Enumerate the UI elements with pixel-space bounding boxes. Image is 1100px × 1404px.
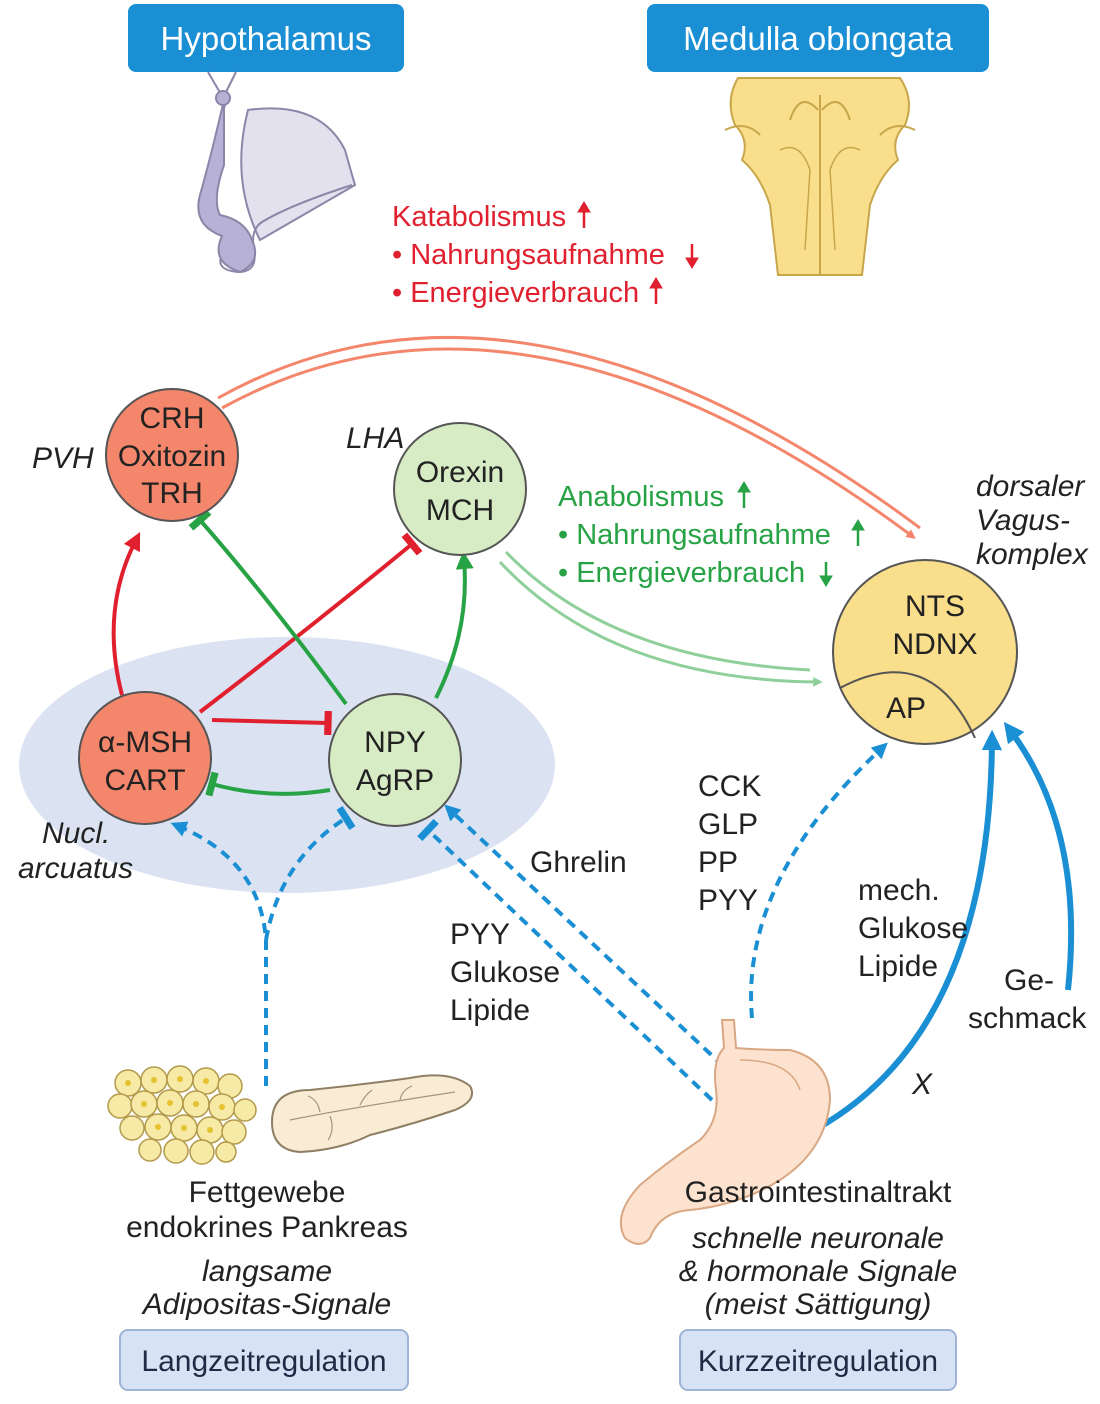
hypothalamus-illustration xyxy=(197,71,357,274)
kurzzeitregulation-box xyxy=(679,1329,957,1391)
catabolic-effects: Katabolismus • Nahrungsaufnahme • Energi… xyxy=(392,201,699,309)
lha-label: LHA xyxy=(346,422,404,455)
gastrointestinaltrakt-label: Gastrointestinaltrakt xyxy=(685,1176,952,1209)
adipositas-signale-label: Adipositas-Signale xyxy=(141,1288,391,1321)
anabolism-food-intake: • Nahrungsaufnahme xyxy=(558,519,831,551)
mech-label: mech. xyxy=(858,874,940,907)
nucl-label-line2: arcuatus xyxy=(18,852,133,885)
dvc-label-line3: komplex xyxy=(976,538,1089,571)
cck-signal xyxy=(749,742,888,1019)
pp-label: PP xyxy=(698,846,738,879)
ghrelin-signal xyxy=(444,804,738,1080)
glp-label: GLP xyxy=(698,808,758,841)
oxitozin-label: Oxitozin xyxy=(118,440,226,473)
adipose-inhibits-npy-signal xyxy=(264,805,356,941)
taste-label-line1: Ge- xyxy=(1004,964,1054,997)
medulla-header-box xyxy=(647,4,989,72)
pyy-inhibit-signal xyxy=(417,818,714,1102)
taste-signal-arrow xyxy=(1003,721,1075,991)
up-arrow-icon xyxy=(737,481,751,508)
up-arrow-icon xyxy=(851,519,865,546)
adipose-to-msh-signal xyxy=(170,821,268,1086)
medulla-illustration xyxy=(724,77,916,276)
dvc-label-line1: dorsaler xyxy=(976,470,1085,503)
crh-node xyxy=(105,388,239,522)
lipide-label: Lipide xyxy=(450,994,530,1027)
langzeitregulation-box xyxy=(119,1329,409,1391)
schnelle-neuronale-label: schnelle neuronale xyxy=(692,1222,944,1255)
npy-label: NPY xyxy=(364,726,426,759)
taste-label-line2: schmack xyxy=(968,1002,1087,1035)
crh-label: CRH xyxy=(140,402,205,435)
pyy-label-2: PYY xyxy=(698,884,758,917)
mech-glukose-label: Glukose xyxy=(858,912,968,945)
kurzzeitregulation-label: Kurzzeitregulation xyxy=(698,1345,938,1378)
msh-node xyxy=(78,691,212,825)
saettigung-label: (meist Sättigung) xyxy=(705,1288,932,1321)
trh-label: TRH xyxy=(141,477,203,510)
pankreas-label: endokrines Pankreas xyxy=(126,1211,408,1244)
cart-label: CART xyxy=(104,764,185,797)
anabolic-pathway-arrow xyxy=(498,550,823,687)
up-arrow-icon xyxy=(649,277,663,304)
catabolism-title: Katabolismus xyxy=(392,201,566,233)
npy-inhibits-msh xyxy=(205,771,331,797)
mech-lipide-label: Lipide xyxy=(858,950,938,983)
glukose-label: Glukose xyxy=(450,956,560,989)
hypothalamus-header: Hypothalamus xyxy=(161,20,372,57)
stomach-illustration xyxy=(620,1019,832,1245)
pancreas-illustration xyxy=(270,1074,474,1154)
msh-inhibits-npy xyxy=(211,710,332,736)
msh-to-crh-arrow xyxy=(111,531,141,696)
vagal-signal-arrow xyxy=(816,729,1003,1131)
nucl-label-line1: Nucl. xyxy=(42,817,110,850)
msh-label: α-MSH xyxy=(98,726,192,759)
adipose-nuclei xyxy=(125,1076,225,1133)
medulla-header: Medulla oblongata xyxy=(683,20,953,57)
hormonale-signale-label: & hormonale Signale xyxy=(679,1255,958,1288)
npy-to-orexin-arrow xyxy=(434,551,474,699)
dvc-label-line2: Vagus- xyxy=(976,504,1070,537)
nts-node xyxy=(832,559,1018,745)
catabolism-energy-use: • Energieverbrauch xyxy=(392,277,639,309)
msh-inhibits-orexin xyxy=(198,532,423,714)
ndnx-label: NDNX xyxy=(892,628,977,661)
cck-label: CCK xyxy=(698,770,761,803)
down-arrow-icon xyxy=(685,244,699,269)
x-label: X xyxy=(911,1068,933,1101)
npy-node xyxy=(328,693,462,827)
anabolic-effects: Anabolismus • Nahrungsaufnahme • Energie… xyxy=(558,481,865,589)
fettgewebe-label: Fettgewebe xyxy=(189,1176,346,1209)
ap-label: AP xyxy=(886,692,926,725)
hypothalamus-header-box xyxy=(128,4,404,72)
langzeitregulation-label: Langzeitregulation xyxy=(141,1345,386,1378)
ghrelin-label: Ghrelin xyxy=(530,846,627,879)
npy-inhibits-crh xyxy=(188,509,348,706)
mch-label: MCH xyxy=(426,494,494,527)
orexin-node xyxy=(393,422,527,556)
nts-label: NTS xyxy=(905,590,965,623)
up-arrow-icon xyxy=(577,201,591,228)
orexin-label: Orexin xyxy=(416,456,504,489)
pyy-label: PYY xyxy=(450,918,510,951)
langsame-label: langsame xyxy=(202,1255,332,1288)
pvh-label: PVH xyxy=(32,442,94,475)
anabolism-energy-use: • Energieverbrauch xyxy=(558,557,805,589)
anabolism-title: Anabolismus xyxy=(558,481,724,513)
down-arrow-icon xyxy=(819,562,833,587)
catabolism-food-intake: • Nahrungsaufnahme xyxy=(392,239,665,271)
agrp-label: AgRP xyxy=(356,764,434,797)
catabolic-pathway-arrow xyxy=(217,336,921,539)
